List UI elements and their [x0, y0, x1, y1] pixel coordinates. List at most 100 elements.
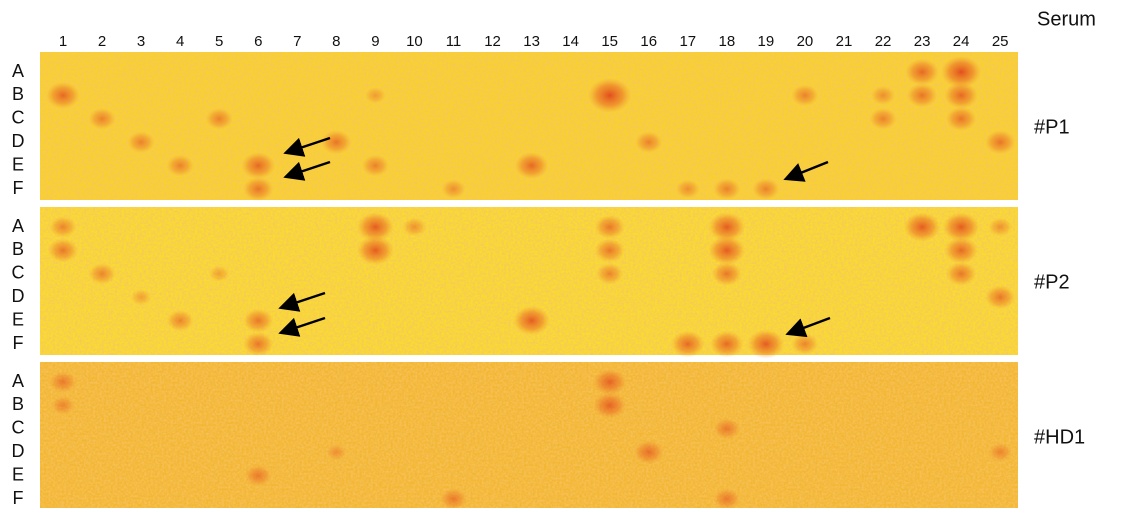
spot	[752, 178, 779, 200]
column-label: 17	[679, 33, 696, 50]
spot	[869, 108, 896, 130]
spot	[241, 152, 275, 179]
spot	[245, 465, 272, 487]
column-label: 8	[332, 33, 340, 50]
spot	[944, 82, 978, 109]
column-label: 9	[371, 33, 379, 50]
row-label: C	[12, 108, 25, 128]
spot	[588, 78, 631, 113]
spot	[243, 177, 273, 201]
row-label: F	[13, 333, 24, 353]
column-label: 24	[953, 33, 970, 50]
column-label: 10	[406, 33, 423, 50]
spot	[713, 178, 740, 200]
spot	[710, 331, 744, 358]
panel-label: #P2	[1034, 271, 1070, 293]
spot	[513, 306, 550, 335]
spot	[904, 212, 941, 241]
spot	[988, 218, 1012, 237]
column-label: 1	[59, 33, 67, 50]
column-label: 22	[875, 33, 892, 50]
row-label: F	[13, 488, 24, 508]
spot	[321, 130, 351, 154]
spot	[402, 218, 426, 237]
spot	[88, 108, 115, 130]
column-label: 14	[562, 33, 579, 50]
row-label: D	[12, 441, 25, 461]
spot	[985, 130, 1015, 154]
column-label: 12	[484, 33, 501, 50]
spot	[595, 215, 625, 239]
column-label: 18	[719, 33, 736, 50]
spot	[49, 371, 76, 393]
column-label: 23	[914, 33, 931, 50]
spot	[708, 236, 745, 265]
row-label: A	[12, 61, 24, 81]
column-label: 21	[836, 33, 853, 50]
spot	[243, 332, 273, 356]
spot	[243, 309, 273, 333]
spot	[713, 418, 740, 440]
column-label: 7	[293, 33, 301, 50]
spot	[905, 59, 939, 86]
column-label: 20	[797, 33, 814, 50]
column-label: 3	[137, 33, 145, 50]
row-label: A	[12, 371, 24, 391]
spot	[357, 236, 394, 265]
spot	[128, 131, 155, 153]
row-label: C	[12, 418, 25, 438]
spot	[88, 263, 115, 285]
spot	[676, 180, 700, 199]
column-label: 25	[992, 33, 1009, 50]
spot	[365, 87, 386, 103]
spot	[988, 443, 1012, 462]
spot	[712, 262, 742, 286]
spot	[46, 82, 80, 109]
row-label: A	[12, 216, 24, 236]
spot	[596, 263, 623, 285]
panel-label: #HD1	[1034, 426, 1085, 448]
spot	[635, 131, 662, 153]
spot	[167, 310, 194, 332]
spot	[167, 155, 194, 177]
panel-label: #P1	[1034, 116, 1070, 138]
spot	[593, 369, 627, 396]
spot	[985, 285, 1015, 309]
row-label: D	[12, 286, 25, 306]
spot	[326, 444, 347, 460]
spot	[51, 396, 75, 415]
spot	[48, 238, 78, 262]
serum-label: Serum	[1037, 8, 1096, 30]
column-label: 13	[523, 33, 540, 50]
spot	[515, 152, 549, 179]
figure: Serum 1234567891011121314151617181920212…	[0, 0, 1130, 508]
spot	[907, 83, 937, 107]
spot	[131, 289, 152, 305]
row-label: B	[12, 394, 24, 414]
spot	[362, 155, 389, 177]
spot	[209, 266, 230, 282]
spot	[49, 216, 76, 238]
column-label: 6	[254, 33, 262, 50]
spot	[206, 108, 233, 130]
row-label: D	[12, 131, 25, 151]
column-label: 4	[176, 33, 184, 50]
column-label: 2	[98, 33, 106, 50]
row-label: E	[12, 464, 24, 484]
spot	[671, 331, 705, 358]
row-label: C	[12, 263, 25, 283]
row-label: B	[12, 239, 24, 259]
spot	[791, 333, 818, 355]
spot	[871, 86, 895, 105]
row-label: E	[12, 309, 24, 329]
array-texture	[40, 362, 1018, 508]
column-label: 15	[601, 33, 618, 50]
spot	[595, 238, 625, 262]
row-label: F	[13, 178, 24, 198]
spot	[442, 180, 466, 199]
spot	[634, 440, 664, 464]
spot	[748, 329, 785, 358]
row-label: E	[12, 154, 24, 174]
column-label: 5	[215, 33, 223, 50]
spot	[946, 262, 976, 286]
